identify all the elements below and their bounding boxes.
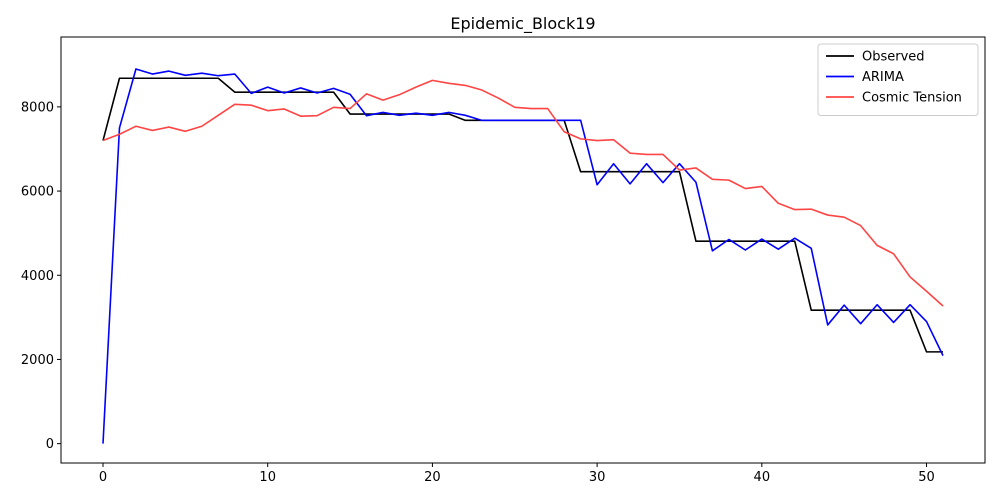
y-tick-label: 4000 — [21, 269, 54, 284]
legend: Observed ARIMA Cosmic Tension — [817, 43, 979, 116]
y-tick-label: 8000 — [21, 100, 54, 115]
x-axis: 0 10 20 30 40 50 — [99, 463, 935, 485]
chart-title: Epidemic_Block19 — [450, 14, 595, 34]
y-axis: 0 2000 4000 6000 8000 — [21, 100, 61, 452]
legend-label: Cosmic Tension — [862, 91, 962, 106]
axes-frame — [60, 36, 986, 464]
x-tick-label: 10 — [259, 470, 276, 485]
legend-box — [817, 43, 979, 116]
plot-area — [60, 36, 986, 464]
x-tick-label: 0 — [99, 470, 107, 485]
y-tick-label: 2000 — [21, 353, 54, 368]
x-tick-label: 40 — [754, 470, 771, 485]
x-tick-label: 20 — [424, 470, 441, 485]
series-line-observed — [102, 77, 943, 353]
x-tick-label: 30 — [589, 470, 606, 485]
legend-label: Observed — [862, 50, 925, 65]
series-line-arima — [102, 68, 944, 444]
legend-label: ARIMA — [862, 70, 904, 85]
y-tick-label: 6000 — [21, 185, 54, 200]
y-tick-label: 0 — [46, 437, 54, 452]
x-tick-label: 50 — [918, 470, 935, 485]
series-line-cosmic-tension — [102, 79, 944, 307]
